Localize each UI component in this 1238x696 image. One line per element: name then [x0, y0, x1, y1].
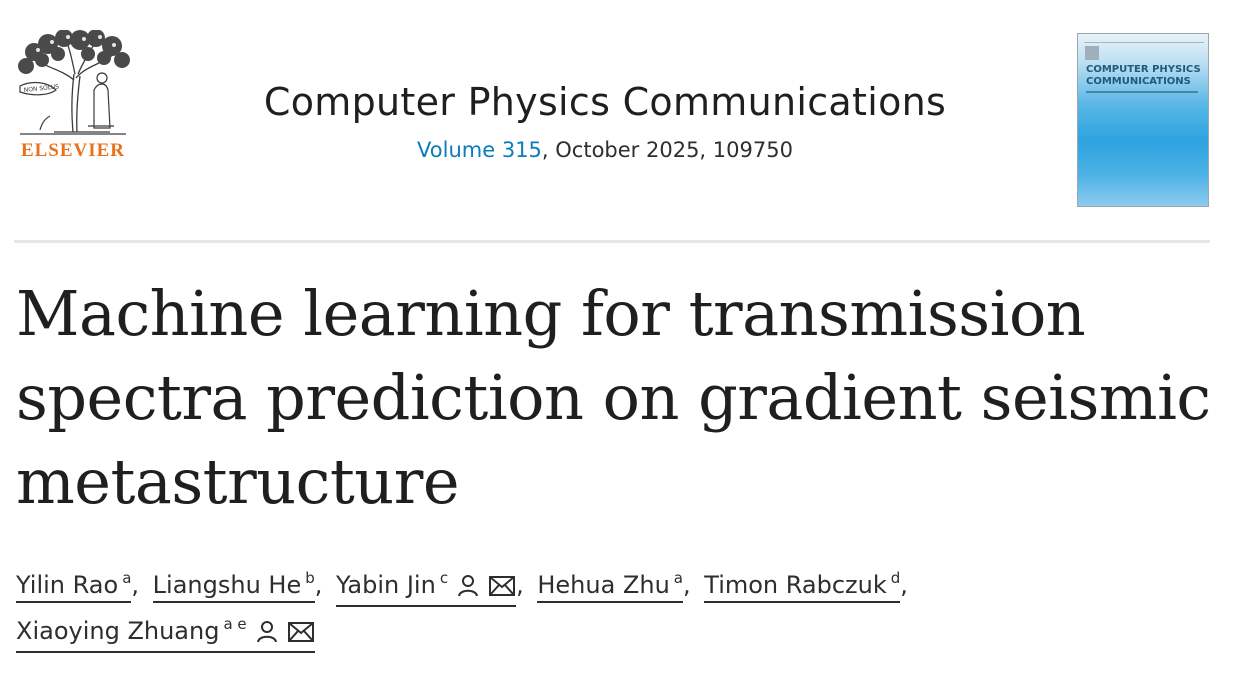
publisher-logo[interactable]: NON SOLUS ELSEVIER [14, 30, 132, 165]
journal-title[interactable]: Computer Physics Communications [263, 80, 947, 124]
author-link[interactable]: Liangshu He b [152, 563, 315, 603]
author-affiliation: a e [223, 615, 247, 633]
issue-line: Volume 315, October 2025, 109750 [200, 138, 1010, 162]
author-name: Yilin Rao [16, 571, 119, 599]
header-divider [14, 240, 1210, 243]
issue-details: , October 2025, 109750 [541, 138, 793, 162]
author-separator: , [314, 571, 323, 599]
author-affiliation: a [673, 569, 683, 587]
author-link[interactable]: Yabin Jin c [336, 563, 517, 607]
journal-info: Computer Physics Communications Volume 3… [200, 80, 1010, 162]
journal-cover-image[interactable]: COMPUTER PHYSICS COMMUNICATIONS [1077, 33, 1209, 207]
article-header: NON SOLUS ELSEVIER Computer Physics Comm… [0, 0, 1238, 230]
author-name: Xiaoying Zhuang [16, 617, 220, 645]
article-title: Machine learning for transmission spectr… [16, 277, 1211, 518]
author-link[interactable]: Xiaoying Zhuang a e [16, 609, 315, 653]
cover-publisher-badge [1085, 46, 1099, 60]
author-separator: , [682, 571, 691, 599]
author-link[interactable]: Timon Rabczuk d [704, 563, 901, 603]
elsevier-tree-logo: NON SOLUS [18, 30, 130, 135]
author-affiliation: c [439, 569, 449, 587]
author-name: Yabin Jin [336, 571, 436, 599]
person-icon[interactable] [456, 573, 480, 604]
cover-subtitle-rule [1086, 91, 1198, 93]
author-separator: , [900, 571, 908, 599]
author-separator: , [516, 571, 524, 599]
author-separator: , [131, 571, 140, 599]
email-icon[interactable] [488, 574, 516, 604]
author-name: Liangshu He [152, 571, 302, 599]
author-affiliation: a [122, 569, 132, 587]
publisher-name: ELSEVIER [20, 140, 126, 161]
cover-top-rule [1084, 42, 1204, 46]
author-affiliation: b [305, 569, 315, 587]
svg-text:NON SOLUS: NON SOLUS [23, 83, 59, 94]
person-icon[interactable] [255, 619, 279, 650]
cover-title: COMPUTER PHYSICS COMMUNICATIONS [1086, 64, 1201, 87]
author-link[interactable]: Hehua Zhu a [537, 563, 683, 603]
volume-link[interactable]: Volume 315 [417, 138, 542, 162]
author-name: Hehua Zhu [537, 571, 670, 599]
author-link[interactable]: Yilin Rao a [16, 563, 132, 603]
email-icon[interactable] [287, 620, 315, 650]
author-name: Timon Rabczuk [704, 571, 887, 599]
author-list: Yilin Rao a, Liangshu He b, Yabin Jin c, He… [16, 562, 1216, 654]
author-affiliation: d [890, 569, 901, 587]
